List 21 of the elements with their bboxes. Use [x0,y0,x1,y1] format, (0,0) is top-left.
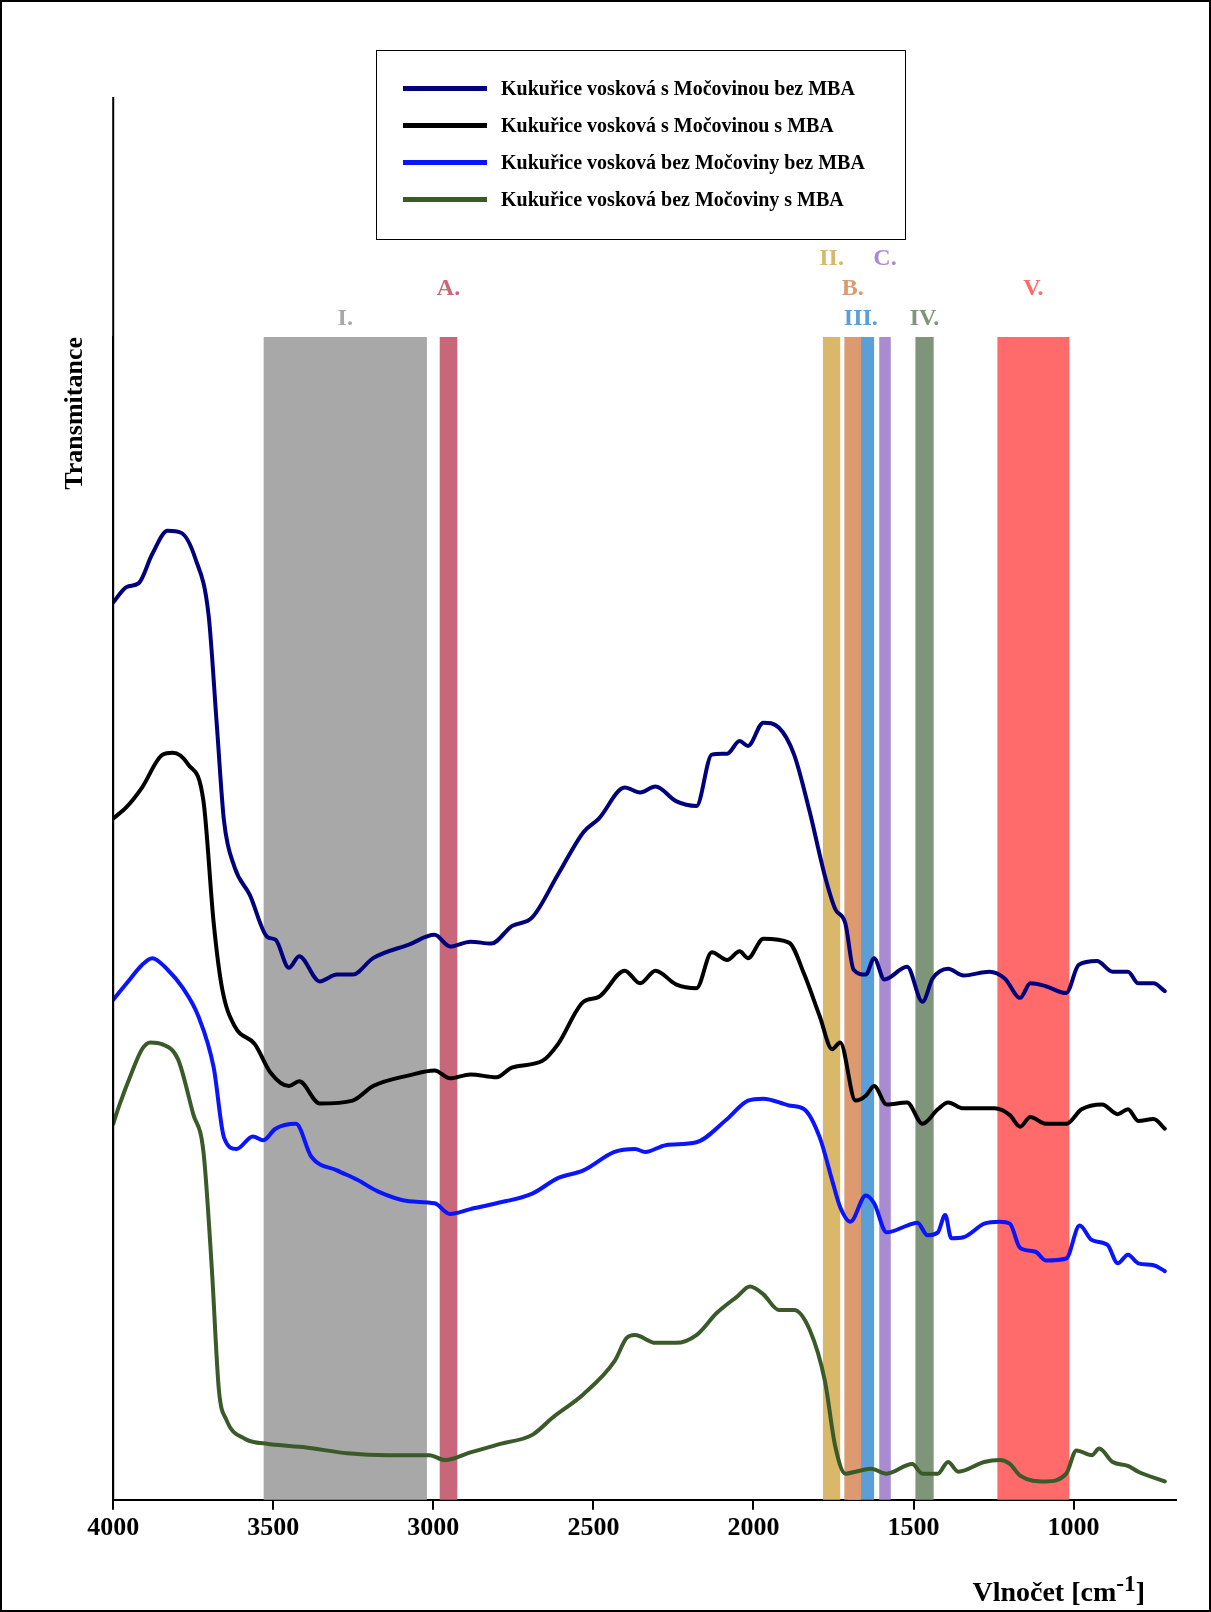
band-label: I. [337,304,353,331]
band-label: A. [436,274,461,301]
band-label: C. [873,244,897,271]
x-tick-label: 4000 [87,1512,140,1542]
x-axis-title: Vlnočet [cm$^{-1}$] [972,1570,1145,1609]
x-tick-label: 1500 [887,1512,940,1542]
band-label: III. [843,304,878,331]
band-label: V. [1023,274,1044,301]
x-tick-label: 3000 [407,1512,460,1542]
x-tick-label: 1000 [1047,1512,1100,1542]
band-label: B. [841,274,864,301]
legend-label: Kukuřice vosková s Močovinou s MBA [501,114,834,137]
x-tick-label: 2000 [727,1512,780,1542]
legend-label: Kukuřice vosková bez Močoviny s MBA [501,188,844,211]
legend-label: Kukuřice vosková bez Močoviny bez MBA [501,151,865,174]
x-tick-label: 3500 [247,1512,300,1542]
band-label: IV. [909,304,940,331]
legend-label: Kukuřice vosková s Močovinou bez MBA [501,77,855,100]
y-axis-title: Transmitance [59,337,89,490]
band-label: II. [819,244,844,271]
x-tick-label: 2500 [567,1512,620,1542]
